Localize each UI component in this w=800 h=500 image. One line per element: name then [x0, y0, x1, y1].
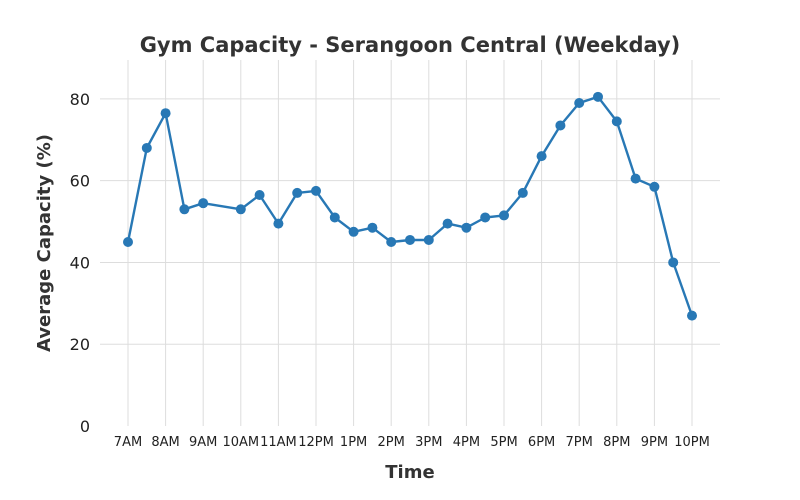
data-point	[254, 189, 265, 200]
y-tick-label: 60	[70, 172, 90, 191]
data-point	[461, 222, 472, 233]
x-tick-label: 9PM	[641, 435, 668, 450]
x-axis-label: Time	[385, 462, 434, 483]
x-axis-ticks: 7AM 8AM 9AM 10AM 11AM 12PM 1PM 2PM 3PM 4PM 5PM 6PM 7…	[114, 435, 710, 450]
data-point	[574, 97, 585, 108]
x-tick-label: 8PM	[603, 435, 630, 450]
data-point	[611, 116, 622, 127]
x-tick-label: 7AM	[114, 435, 142, 450]
data-point	[198, 198, 209, 209]
data-point	[536, 151, 547, 162]
x-tick-label: 12PM	[298, 435, 334, 450]
data-point	[179, 204, 190, 215]
x-tick-label: 10PM	[674, 435, 710, 450]
x-tick-label: 9AM	[189, 435, 217, 450]
data-point	[668, 257, 679, 268]
data-point	[687, 310, 697, 321]
x-tick-label: 2PM	[378, 435, 405, 450]
y-tick-label: 40	[70, 253, 90, 272]
data-point	[386, 237, 397, 247]
x-tick-label: 3PM	[415, 435, 442, 450]
data-point	[517, 187, 528, 198]
x-tick-label: 5PM	[490, 435, 517, 450]
y-axis-ticks: 0 20 40 60 80	[70, 90, 90, 436]
data-point	[123, 237, 133, 247]
series-capacity	[123, 91, 697, 321]
data-point	[141, 142, 152, 153]
x-tick-label: 4PM	[453, 435, 480, 450]
y-tick-label: 80	[70, 90, 90, 109]
data-point	[649, 181, 660, 192]
x-tick-label: 10AM	[222, 435, 259, 450]
y-tick-label: 0	[80, 417, 90, 436]
x-tick-label: 8AM	[151, 435, 179, 450]
x-tick-label: 7PM	[566, 435, 593, 450]
data-point	[367, 222, 378, 233]
data-point	[423, 234, 434, 245]
data-point	[499, 210, 509, 221]
data-point	[273, 218, 284, 229]
data-point	[405, 234, 415, 245]
x-tick-label: 6PM	[528, 435, 555, 450]
data-point	[348, 226, 359, 237]
chart-title: Gym Capacity - Serangoon Central (Weekda…	[140, 33, 681, 57]
data-point	[593, 91, 603, 102]
data-point	[292, 187, 303, 198]
data-point	[235, 204, 246, 215]
y-tick-label: 20	[70, 335, 90, 354]
data-point	[555, 120, 566, 131]
data-point	[480, 212, 491, 223]
data-point	[442, 218, 453, 229]
data-point	[630, 173, 641, 184]
data-point	[329, 212, 340, 223]
x-tick-label: 11AM	[260, 435, 297, 450]
series-line	[126, 95, 694, 316]
data-point	[160, 108, 171, 119]
x-tick-label: 1PM	[340, 435, 367, 450]
data-point	[311, 185, 321, 196]
y-axis-label: Average Capacity (%)	[34, 134, 55, 352]
